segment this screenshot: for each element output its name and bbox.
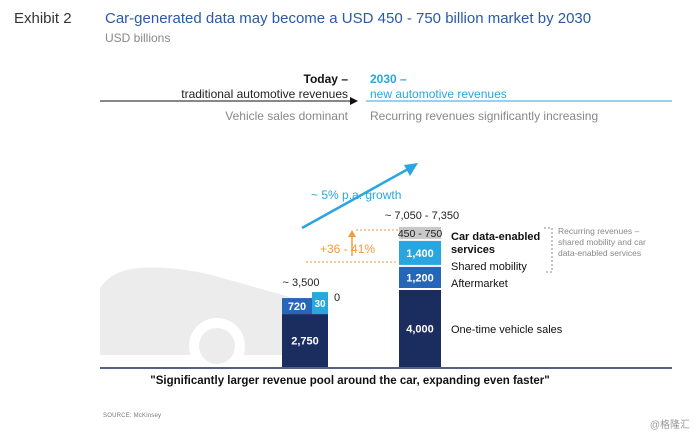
bar-2030-one-time-label: 4,000	[406, 324, 434, 336]
today-note: Vehicle sales dominant	[225, 109, 348, 123]
bar-today-one-time	[282, 314, 328, 367]
increase-label: +36 - 41%	[320, 242, 375, 256]
recurring-note-line-1: Recurring revenues –	[558, 226, 640, 236]
legend-data-services-line1: Car data-enabled	[451, 231, 540, 243]
bar-today-total-label: ~ 3,500	[282, 277, 319, 289]
bar-today-aftermarket-label: 720	[288, 301, 306, 313]
recurring-bracket	[544, 227, 553, 273]
units-label: USD billions	[105, 31, 171, 45]
bar-2030-one-time	[399, 290, 441, 367]
future-note: Recurring revenues significantly increas…	[370, 109, 599, 123]
watermark: @格隆汇	[649, 420, 690, 431]
bar-today-shared-label: 30	[314, 299, 326, 310]
bar-2030-aftermarket	[399, 266, 441, 288]
exhibit-label: Exhibit 2	[14, 10, 72, 27]
source-note: SOURCE: McKinsey	[103, 413, 162, 419]
recurring-note-line-2: shared mobility and car	[558, 237, 646, 247]
today-sub-label: traditional automotive revenues	[181, 87, 348, 101]
bar-2030-data-services-label: 450 - 750	[398, 228, 443, 240]
bar-2030-shared	[399, 240, 441, 265]
future-sub-label: new automotive revenues	[370, 87, 507, 101]
growth-arrow-line	[301, 166, 411, 230]
growth-label: ~ 5% p.a. growth	[311, 188, 401, 202]
increase-arrow-icon	[348, 230, 356, 237]
bar-2030-shared-label: 1,400	[406, 248, 434, 260]
bar-2030-data-services	[399, 226, 441, 239]
legend-one-time: One-time vehicle sales	[451, 324, 563, 336]
bar-today-data-services-label: 0	[334, 292, 340, 304]
legend-aftermarket: Aftermarket	[451, 278, 508, 290]
bar-today-aftermarket	[282, 298, 312, 315]
bar-today-one-time-label: 2,750	[291, 336, 319, 348]
timeline-arrow-icon	[350, 97, 358, 105]
bar-2030-total-label: ~ 7,050 - 7,350	[385, 210, 459, 222]
bar-today-shared	[312, 292, 328, 315]
car-silhouette-icon	[100, 267, 300, 374]
today-label: Today –	[303, 72, 348, 86]
legend-shared-mobility: Shared mobility	[451, 261, 527, 273]
legend-data-services-line2: services	[451, 244, 495, 256]
future-label: 2030 –	[370, 72, 407, 86]
chart-title: Car-generated data may become a USD 450 …	[105, 10, 592, 27]
recurring-note-line-3: data-enabled services	[558, 248, 641, 258]
growth-arrow-icon	[404, 163, 418, 176]
footer-quote: "Significantly larger revenue pool aroun…	[150, 375, 550, 387]
bar-2030-aftermarket-label: 1,200	[406, 272, 434, 284]
